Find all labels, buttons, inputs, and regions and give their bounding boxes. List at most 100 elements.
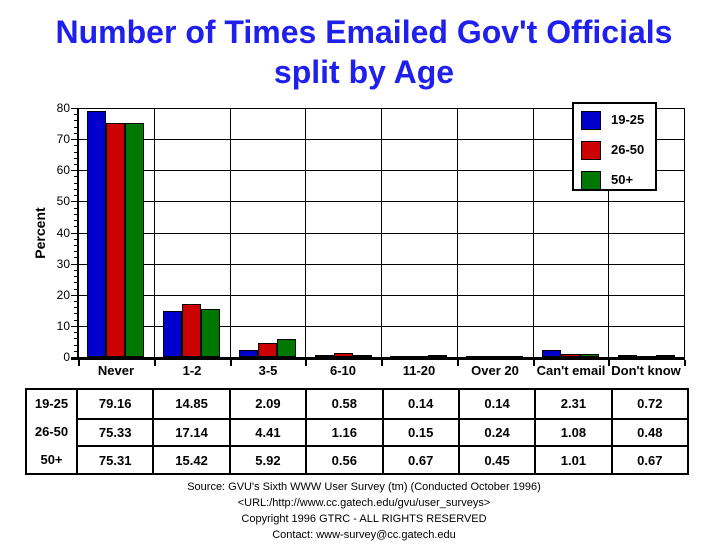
gridline-v — [230, 108, 231, 357]
x-tick-label: Over 20 — [471, 363, 519, 378]
table-cell: 5.92 — [228, 445, 306, 474]
table-cell: 79.16 — [98, 396, 132, 412]
y-minor-tick — [74, 245, 79, 246]
table-cell: 0.24 — [457, 417, 535, 446]
table-cell: 0.45 — [457, 445, 535, 474]
table-cell: 0.67 — [610, 445, 687, 474]
table-row-header: 19-25 — [34, 396, 69, 412]
y-minor-tick — [74, 133, 79, 134]
table-cell: 0.58 — [305, 390, 381, 418]
y-minor-tick — [74, 164, 79, 165]
legend-swatch-icon — [581, 141, 601, 160]
y-major-tick — [71, 108, 79, 109]
y-minor-tick — [74, 251, 79, 252]
y-minor-tick — [74, 120, 79, 121]
y-minor-tick — [74, 289, 79, 290]
table-row-header-column: 19-25 26-50 50+ — [25, 388, 78, 475]
y-minor-tick — [74, 276, 79, 277]
y-minor-tick — [74, 226, 79, 227]
bar — [277, 339, 296, 357]
y-minor-tick — [74, 257, 79, 258]
bar — [580, 354, 599, 357]
y-tick-label: 10 — [56, 319, 70, 333]
table-cell: 15.42 — [152, 445, 229, 474]
bar — [87, 111, 106, 357]
bar — [163, 311, 182, 357]
footer-line: Source: GVU's Sixth WWW User Survey (tm)… — [187, 481, 541, 493]
legend-swatch-icon — [581, 111, 601, 130]
y-minor-tick — [74, 208, 79, 209]
legend-item: 19-25 — [574, 107, 655, 135]
y-major-tick — [71, 170, 79, 171]
x-tick-label: 3-5 — [258, 363, 278, 378]
y-minor-tick — [74, 114, 79, 115]
x-tick — [381, 360, 383, 366]
y-tick-label: 0 — [63, 350, 70, 364]
table-row: 75.31 15.42 5.92 0.56 0.67 0.45 1.01 0.67 — [78, 445, 687, 474]
bar — [353, 355, 372, 357]
x-tick-label: 6-10 — [329, 363, 357, 378]
bar-chart: Percent 19-25 26-50 50+ 0 10 20 30 40 50 60 70 80 N… — [32, 101, 686, 378]
y-minor-tick — [74, 189, 79, 190]
table-cell: 75.31 — [78, 445, 153, 473]
table-cell: 0.67 — [381, 445, 458, 474]
y-minor-tick — [74, 152, 79, 153]
bar — [315, 355, 334, 357]
page-title: Number of Times Emailed Gov't Officials … — [0, 12, 728, 92]
y-minor-tick — [74, 158, 79, 159]
y-minor-tick — [74, 307, 79, 308]
plot-right-border — [684, 108, 685, 360]
y-minor-tick — [74, 145, 79, 146]
table-cell: 0.72 — [610, 390, 687, 418]
gridline-v — [533, 108, 534, 357]
y-tick-label: 60 — [56, 163, 70, 177]
legend-swatch-icon — [581, 171, 601, 190]
table-cell: 1.16 — [305, 417, 382, 446]
bar — [334, 353, 353, 357]
x-tick — [305, 360, 307, 366]
y-minor-tick — [74, 282, 79, 283]
gridline-v — [305, 108, 306, 357]
x-tick — [608, 360, 610, 366]
legend-label: 50+ — [611, 172, 634, 187]
y-axis-line — [77, 108, 79, 357]
x-tick-label: 1-2 — [182, 363, 202, 378]
y-tick-label: 80 — [56, 101, 70, 115]
y-major-tick — [71, 326, 79, 327]
x-tick — [230, 360, 232, 366]
y-tick-label: 70 — [56, 132, 70, 146]
bar — [201, 309, 220, 357]
x-tick-label: Can't email — [536, 363, 606, 378]
table-cell: 0.14 — [381, 390, 458, 418]
gridline-v — [154, 108, 155, 357]
y-minor-tick — [74, 176, 79, 177]
table-cell: 17.14 — [152, 417, 229, 446]
x-tick-label: 11-20 — [402, 363, 436, 378]
y-minor-tick — [74, 239, 79, 240]
table-cell: 2.09 — [228, 390, 305, 418]
y-tick-label: 20 — [56, 288, 70, 302]
x-tick-label: Never — [97, 363, 135, 378]
footer-line: <URL:/http://www.cc.gatech.edu/gvu/user_… — [237, 497, 491, 509]
y-tick-label: 30 — [56, 257, 70, 271]
y-major-tick — [71, 201, 79, 202]
data-table: 19-25 26-50 50+ 79.16 14.85 2.09 0.58 0.14 0.14… — [25, 388, 689, 475]
y-tick-label: 50 — [56, 194, 70, 208]
footer-line: Contact: www-survey@cc.gatech.edu — [272, 529, 456, 541]
bar — [258, 343, 277, 357]
bar — [656, 355, 675, 357]
table-cell: 75.33 — [78, 417, 153, 446]
y-major-tick — [71, 264, 79, 265]
bar — [125, 123, 144, 357]
table-cell: 0.15 — [381, 417, 458, 446]
x-axis-line — [71, 357, 685, 360]
bar — [428, 355, 447, 357]
y-major-tick — [71, 233, 79, 234]
y-major-tick — [71, 295, 79, 296]
gridline-v — [608, 108, 609, 357]
bar — [182, 304, 201, 357]
y-minor-tick — [74, 332, 79, 333]
y-minor-tick — [74, 301, 79, 302]
table-cell: 14.85 — [152, 390, 228, 418]
y-tick-label: 40 — [56, 226, 70, 240]
